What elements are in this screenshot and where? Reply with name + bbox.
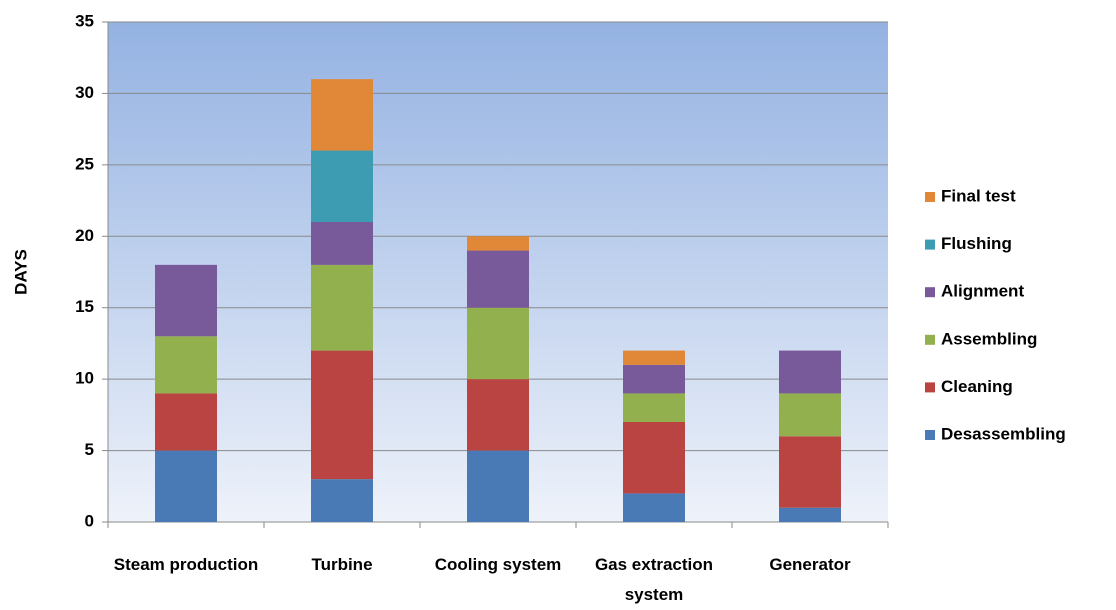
legend-swatch bbox=[925, 334, 935, 345]
legend-swatch bbox=[925, 382, 935, 393]
bar-segment bbox=[623, 422, 685, 494]
bar-segment bbox=[467, 307, 529, 380]
bar-segment bbox=[779, 393, 841, 437]
bar-segment bbox=[779, 507, 841, 522]
x-tick-label: Turbine bbox=[311, 555, 373, 574]
y-tick-label: 10 bbox=[75, 369, 94, 388]
y-tick-label: 25 bbox=[75, 154, 94, 173]
y-tick-label: 15 bbox=[75, 297, 94, 316]
bar-segment bbox=[311, 222, 373, 265]
bar-segment bbox=[467, 236, 529, 251]
bar-segment bbox=[779, 350, 841, 394]
legend-swatch bbox=[925, 287, 935, 298]
bar-segment bbox=[623, 350, 685, 365]
y-tick-label: 30 bbox=[75, 83, 94, 102]
bar-segment bbox=[623, 364, 685, 394]
x-tick-label: Generator bbox=[769, 555, 851, 574]
legend-label: Assembling bbox=[941, 329, 1037, 348]
bar-segment bbox=[311, 79, 373, 151]
bar-segment bbox=[779, 436, 841, 508]
bar-segment bbox=[467, 379, 529, 451]
x-tick-label: Steam production bbox=[113, 555, 259, 574]
y-tick-label: 0 bbox=[85, 511, 94, 530]
bar-segment bbox=[311, 264, 373, 351]
bar-segment bbox=[155, 264, 217, 337]
legend-swatch bbox=[925, 239, 935, 250]
y-tick-label: 5 bbox=[85, 440, 94, 459]
y-tick-label: 35 bbox=[75, 11, 94, 30]
legend-label: Cleaning bbox=[941, 377, 1013, 396]
x-tick-label: Gas extraction system bbox=[594, 555, 714, 604]
x-tick-label: Cooling system bbox=[434, 555, 562, 574]
legend-label: Alignment bbox=[941, 282, 1024, 301]
legend-label: Flushing bbox=[941, 234, 1012, 253]
y-tick-label: 20 bbox=[75, 226, 94, 245]
legend-label: Desassembling bbox=[941, 424, 1066, 443]
bar-segment bbox=[467, 450, 529, 522]
bar-segment bbox=[155, 393, 217, 451]
bar-segment bbox=[311, 350, 373, 480]
legend-swatch bbox=[925, 192, 935, 202]
bar-segment bbox=[311, 150, 373, 222]
legend-swatch bbox=[925, 430, 935, 440]
bar-segment bbox=[155, 336, 217, 394]
bar-segment bbox=[311, 479, 373, 522]
bar-segment bbox=[623, 393, 685, 422]
bar-segment bbox=[467, 250, 529, 308]
legend-label: Final test bbox=[941, 186, 1016, 205]
bar-segment bbox=[155, 450, 217, 522]
bar-segment bbox=[623, 493, 685, 522]
y-axis-label: DAYS bbox=[11, 249, 30, 295]
